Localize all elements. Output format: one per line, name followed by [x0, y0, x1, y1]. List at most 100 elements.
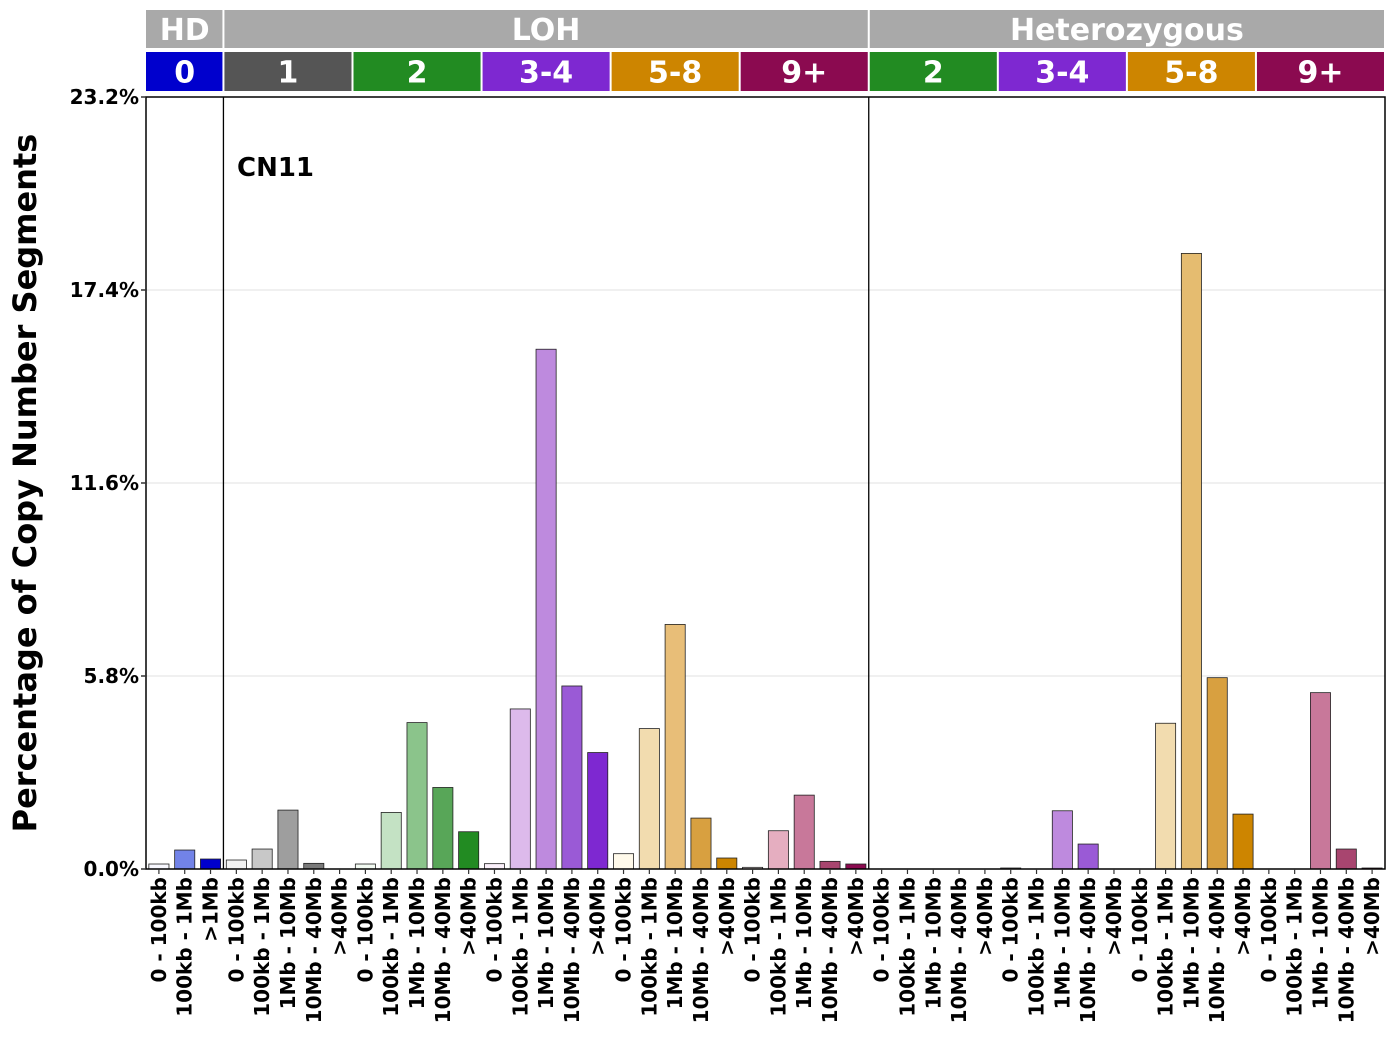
bar — [1180, 252, 1202, 870]
strip-cn-label: 5-8 — [1164, 56, 1218, 91]
x-tick-label: 100kb - 1Mb — [379, 877, 403, 1017]
strip-top-label: LOH — [512, 13, 581, 48]
strip-cn-label: 2 — [407, 56, 428, 91]
x-tick-label: 10Mb - 40Mb — [818, 877, 842, 1023]
strip-cn-0 — [146, 52, 223, 91]
x-tick-label: 0 - 100kb — [224, 877, 248, 983]
bar — [561, 685, 583, 870]
x-tick-label: 0 - 100kb — [1128, 877, 1152, 983]
x-tick-label: 100kb - 1Mb — [637, 877, 661, 1017]
strip-cn-5 — [740, 52, 868, 91]
x-tick-label: 1Mb - 10Mb — [1179, 877, 1203, 1009]
x-tick-label: >40Mb — [1360, 877, 1384, 956]
x-tick-label: 100kb - 1Mb — [1025, 877, 1049, 1017]
bar — [509, 708, 531, 870]
x-tick-label: 1Mb - 10Mb — [1308, 877, 1332, 1009]
x-tick-label: >40Mb — [1102, 877, 1126, 956]
x-tick-label: 100kb - 1Mb — [1283, 877, 1307, 1017]
bar — [690, 817, 712, 870]
x-tick-label: 100kb - 1Mb — [1154, 877, 1178, 1017]
strip-top-0 — [146, 10, 223, 48]
x-tick-label: 1Mb - 10Mb — [663, 877, 687, 1009]
bar — [406, 722, 428, 870]
bar — [484, 863, 505, 870]
bar — [174, 849, 196, 870]
strip-top-label: Heterozygous — [1010, 13, 1244, 48]
x-tick-label: >40Mb — [1231, 877, 1255, 956]
x-tick-label: 0 - 100kb — [612, 877, 636, 983]
strip-cn-4 — [611, 52, 739, 91]
x-tick-label: >40Mb — [715, 877, 739, 956]
x-tick-label: 1Mb - 10Mb — [1050, 877, 1074, 1009]
bar — [1232, 813, 1254, 870]
strip-top-1 — [224, 10, 868, 48]
bar — [380, 812, 402, 870]
bar — [1155, 722, 1177, 870]
x-tick-label: 1Mb - 10Mb — [405, 877, 429, 1009]
x-tick-label: >40Mb — [586, 877, 610, 956]
x-tick-label: 0 - 100kb — [482, 877, 506, 983]
x-tick-label: 0 - 100kb — [1257, 877, 1281, 983]
x-tick-label: 100kb - 1Mb — [766, 877, 790, 1017]
x-tick-label: 10Mb - 40Mb — [302, 877, 326, 1023]
strip-cn-label: 9+ — [781, 56, 827, 91]
x-tick-label: 10Mb - 40Mb — [1334, 877, 1358, 1023]
bar — [200, 858, 221, 870]
strip-cn-label: 3-4 — [519, 56, 573, 91]
strip-cn-7 — [998, 52, 1126, 91]
x-tick-label: 10Mb - 40Mb — [560, 877, 584, 1023]
bar — [225, 859, 247, 870]
bar — [613, 853, 634, 870]
strip-cn-9 — [1256, 52, 1384, 91]
strip-top-2 — [869, 10, 1384, 48]
bar — [716, 857, 738, 870]
x-tick-label: 10Mb - 40Mb — [1076, 877, 1100, 1023]
bar — [277, 809, 299, 870]
x-tick-label: 1Mb - 10Mb — [276, 877, 300, 1009]
x-tick-label: 0 - 100kb — [870, 877, 894, 983]
x-tick-label: 0 - 100kb — [741, 877, 765, 983]
strip-cn-8 — [1127, 52, 1255, 91]
strip-cn-6 — [869, 52, 997, 91]
x-tick-label: >40Mb — [844, 877, 868, 956]
x-tick-label: >1Mb — [199, 877, 223, 942]
strip-cn-label: 9+ — [1297, 56, 1343, 91]
bar — [432, 787, 454, 870]
x-tick-label: >40Mb — [457, 877, 481, 956]
strip-cn-label: 0 — [174, 56, 195, 91]
x-tick-label: 0 - 100kb — [147, 877, 171, 983]
bar — [638, 728, 660, 870]
strip-top-label: HD — [160, 13, 210, 48]
x-tick-label: >40Mb — [328, 877, 352, 956]
y-tick-label: 23.2% — [70, 85, 139, 109]
x-tick-label: 10Mb - 40Mb — [947, 877, 971, 1023]
x-tick-label: 100kb - 1Mb — [895, 877, 919, 1017]
signature-label: CN11 — [237, 153, 314, 183]
x-tick-label: 10Mb - 40Mb — [689, 877, 713, 1023]
x-tick-label: 1Mb - 10Mb — [792, 877, 816, 1009]
x-tick-label: 100kb - 1Mb — [250, 877, 274, 1017]
x-tick-label: 0 - 100kb — [999, 877, 1023, 983]
strip-cn-3 — [482, 52, 610, 91]
x-tick-label: 1Mb - 10Mb — [534, 877, 558, 1009]
bar — [535, 348, 557, 870]
x-tick-label: 0 - 100kb — [353, 877, 377, 983]
bar — [1051, 810, 1073, 870]
x-tick-label: 1Mb - 10Mb — [921, 877, 945, 1009]
bar — [664, 624, 686, 870]
bar — [1310, 692, 1331, 870]
bar — [1335, 848, 1357, 870]
strip-cn-2 — [353, 52, 481, 91]
bar — [251, 848, 273, 870]
strip-cn-label: 5-8 — [648, 56, 702, 91]
x-tick-label: >40Mb — [973, 877, 997, 956]
bar — [819, 860, 841, 870]
y-tick-label: 11.6% — [70, 471, 139, 495]
strip-cn-1 — [224, 52, 352, 91]
y-tick-label: 17.4% — [70, 278, 139, 302]
bar — [458, 831, 480, 870]
bar — [767, 830, 789, 870]
y-axis-title: Percentage of Copy Number Segments — [6, 134, 44, 833]
strip-cn-label: 1 — [278, 56, 299, 91]
